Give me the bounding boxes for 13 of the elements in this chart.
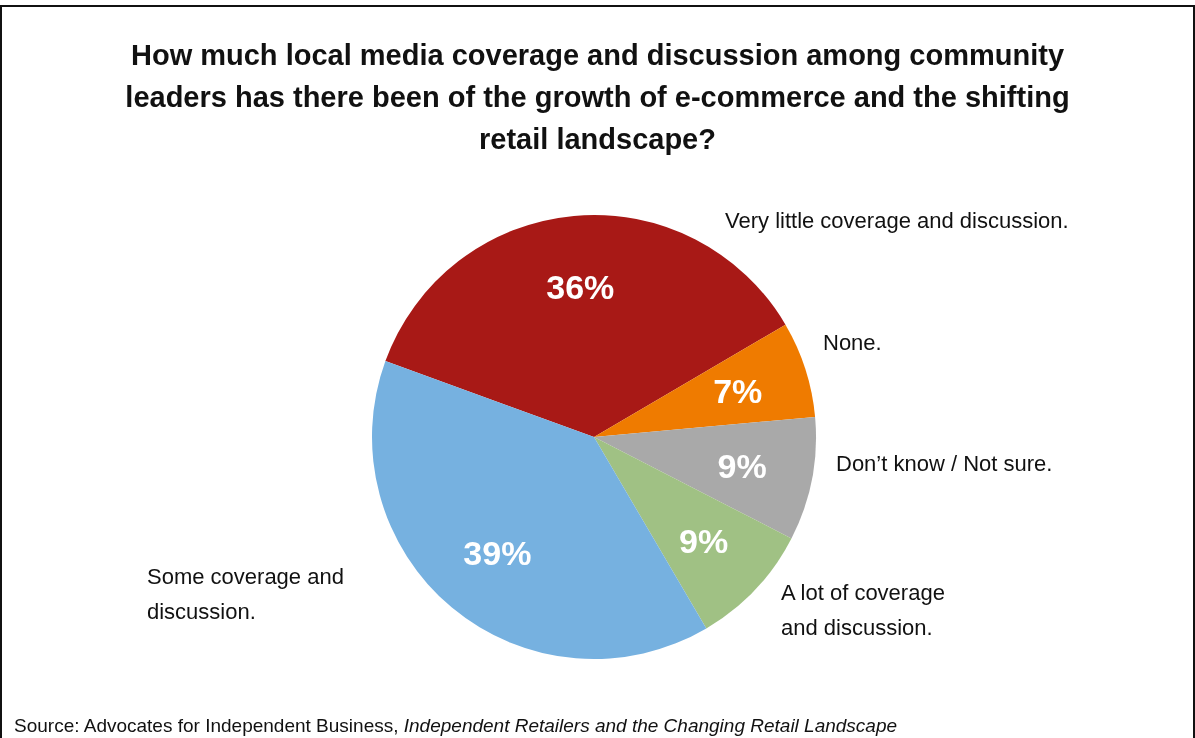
data-label: 9%: [679, 521, 729, 560]
slice-label: Very little coverage and discussion.: [725, 208, 1069, 233]
data-label: 9%: [717, 446, 767, 485]
slice-label: A lot of coverage and discussion.: [781, 580, 945, 640]
pie-slice: [594, 324, 816, 437]
data-label: 36%: [546, 267, 615, 306]
data-label: 7%: [713, 371, 763, 410]
chart-title: How much local media coverage and discussion among community leaders has there been of the growth of e-commerce and the shifting retail landscape?: [125, 39, 1070, 155]
data-label: 39%: [463, 533, 532, 572]
slice-label: None.: [823, 330, 882, 355]
slice-label: Don’t know / Not sure.: [836, 451, 1053, 476]
source-note: Source: Advocates for Independent Business, Independent Retailers and the Changing Retail Landscape: [14, 715, 898, 736]
slice-label: Some coverage and discussion.: [147, 564, 344, 624]
